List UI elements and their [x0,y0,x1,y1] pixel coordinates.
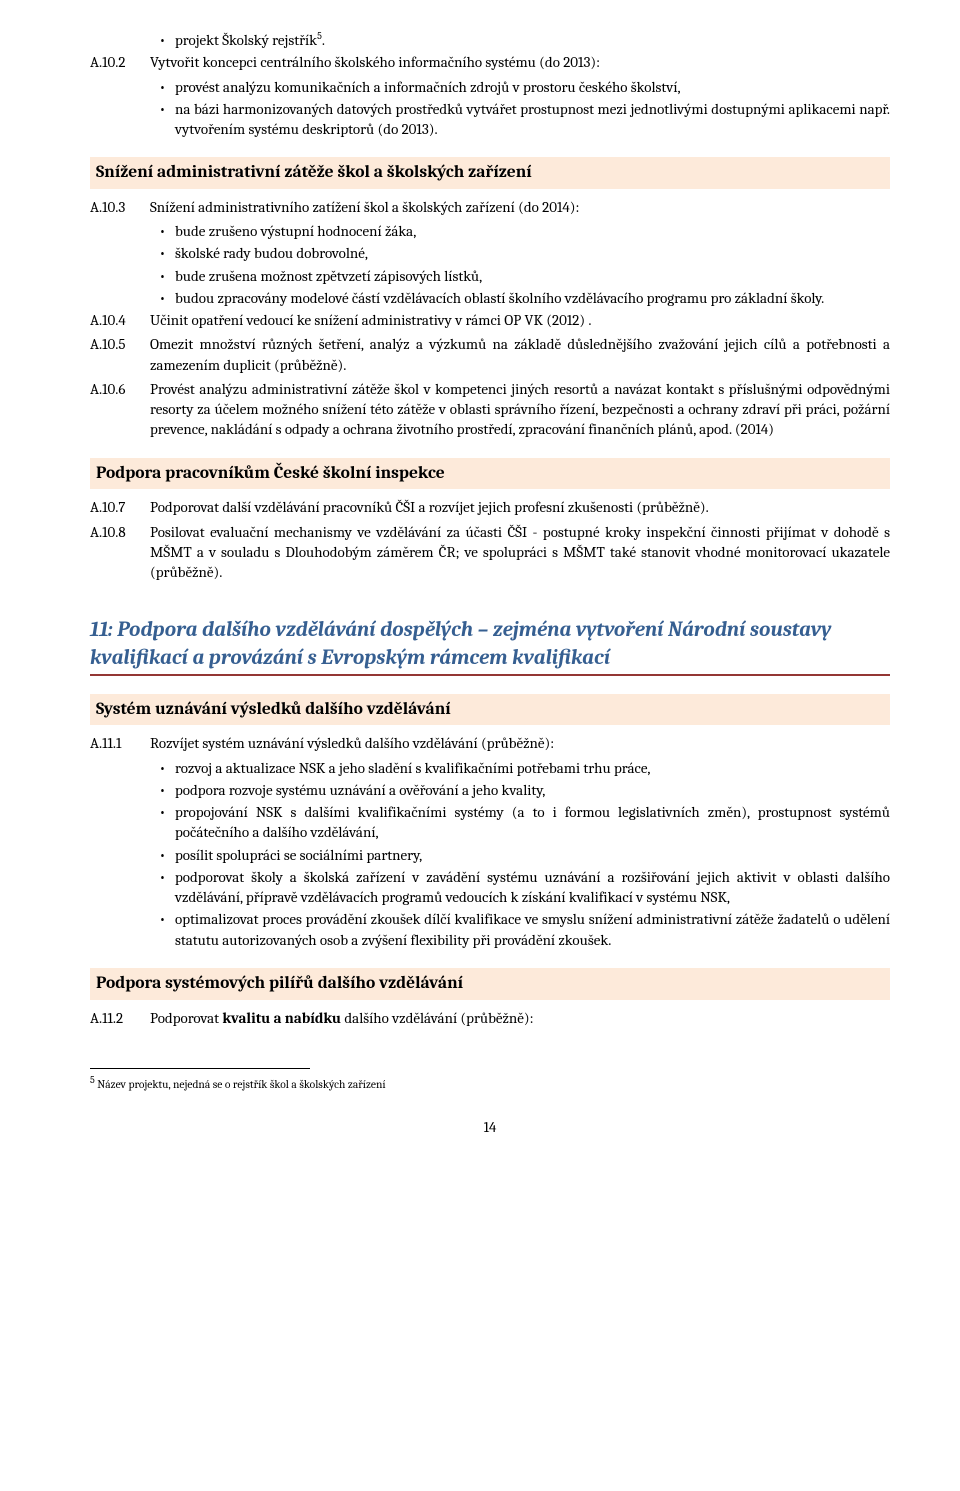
bullet-dot: • [150,758,175,778]
text-span: projekt Školský rejstřík [175,31,317,49]
bullet-dot: • [150,30,175,50]
bullet-item: •provést analýzu komunikačních a informa… [150,77,890,97]
bullet-item: •bude zrušeno výstupní hodnocení žáka, [150,221,890,241]
numbered-item: A.10.7 Podporovat další vzdělávání praco… [90,497,890,517]
item-body: Podporovat kvalitu a nabídku dalšího vzd… [150,1008,890,1028]
bullet-text: na bázi harmonizovaných datových prostře… [175,99,890,140]
numbered-item: A.11.2 Podporovat kvalitu a nabídku dalš… [90,1008,890,1028]
numbered-item: A.10.8 Posilovat evaluační mechanismy ve… [90,522,890,583]
item-number: A.10.2 [90,52,150,72]
bullet-item: •podporovat školy a školská zařízení v z… [150,867,890,908]
text-bold: kvalitu a nabídku [222,1009,341,1027]
bullet-text: školské rady budou dobrovolné, [175,243,890,263]
item-body: Provést analýzu administrativní zátěže š… [150,379,890,440]
numbered-item: A.11.1 Rozvíjet systém uznávání výsledků… [90,733,890,753]
bullet-item: •na bázi harmonizovaných datových prostř… [150,99,890,140]
item-number: A.10.7 [90,497,150,517]
item-number: A.10.5 [90,334,150,375]
bullet-item: •optimalizovat proces provádění zkoušek … [150,909,890,950]
footnote: 5 Název projektu, nejedná se o rejstřík … [90,1074,890,1092]
bullet-dot: • [150,780,175,800]
lead-text: Snížení administrativního zatížení škol … [150,197,890,217]
numbered-item: A.10.4 Učinit opatření vedoucí ke snížen… [90,310,890,330]
numbered-item: A.10.6 Provést analýzu administrativní z… [90,379,890,440]
bullet-dot: • [150,266,175,286]
item-body: Učinit opatření vedoucí ke snížení admin… [150,310,890,330]
bullet-text: bude zrušeno výstupní hodnocení žáka, [175,221,890,241]
text-span: dalšího vzdělávání (průběžně): [341,1009,534,1027]
bullet-text: projekt Školský rejstřík5. [175,30,890,50]
section-heading: Podpora systémových pilířů dalšího vzděl… [90,968,890,1000]
numbered-item: A.10.5 Omezit množství různých šetření, … [90,334,890,375]
footnote-separator [90,1068,310,1069]
item-body: Vytvořit koncepci centrálního školského … [150,52,890,72]
numbered-item: A.10.2 Vytvořit koncepci centrálního ško… [90,52,890,72]
bullet-text: budou zpracovány modelové částí vzděláva… [175,288,890,308]
bullet-dot: • [150,77,175,97]
item-body: Podporovat další vzdělávání pracovníků Č… [150,497,890,517]
bullet-item: •bude zrušena možnost zpětvzetí zápisový… [150,266,890,286]
bullet-item: •posílit spolupráci se sociálními partne… [150,845,890,865]
item-number: A.10.8 [90,522,150,583]
bullet-item: • projekt Školský rejstřík5. [150,30,890,50]
bullet-text: provést analýzu komunikačních a informač… [175,77,890,97]
item-body: Snížení administrativního zatížení škol … [150,197,890,217]
bullet-text: podporovat školy a školská zařízení v za… [175,867,890,908]
bullet-text: optimalizovat proces provádění zkoušek d… [175,909,890,950]
chapter-heading: 11: Podpora dalšího vzdělávání dospělých… [90,617,890,676]
section-heading: Podpora pracovníkům České školní inspekc… [90,458,890,490]
bullet-text: propojování NSK s dalšími kvalifikačními… [175,802,890,843]
bullet-dot: • [150,288,175,308]
bullet-dot: • [150,243,175,263]
item-number: A.10.3 [90,197,150,217]
text-span: Podporovat [150,1009,222,1027]
bullet-dot: • [150,99,175,140]
bullet-dot: • [150,845,175,865]
item-number: A.10.4 [90,310,150,330]
section-heading: Snížení administrativní zátěže škol a šk… [90,157,890,189]
bullet-dot: • [150,909,175,950]
bullet-item: •rozvoj a aktualizace NSK a jeho sladění… [150,758,890,778]
item-number: A.11.1 [90,733,150,753]
bullet-item: •podpora rozvoje systému uznávání a ověř… [150,780,890,800]
bullet-item: •budou zpracovány modelové částí vzděláv… [150,288,890,308]
text-span: . [322,31,325,49]
item-body: Rozvíjet systém uznávání výsledků dalšíh… [150,733,890,753]
numbered-item: A.10.3 Snížení administrativního zatížen… [90,197,890,217]
lead-text: Vytvořit koncepci centrálního školského … [150,52,890,72]
bullet-dot: • [150,867,175,908]
page-number: 14 [90,1117,890,1137]
bullet-text: posílit spolupráci se sociálními partner… [175,845,890,865]
bullet-item: •školské rady budou dobrovolné, [150,243,890,263]
lead-text: Rozvíjet systém uznávání výsledků dalšíh… [150,733,890,753]
section-heading: Systém uznávání výsledků dalšího vzděláv… [90,694,890,726]
bullet-item: •propojování NSK s dalšími kvalifikačním… [150,802,890,843]
item-number: A.10.6 [90,379,150,440]
footnote-text: Název projektu, nejedná se o rejstřík šk… [95,1078,386,1091]
bullet-dot: • [150,221,175,241]
item-number: A.11.2 [90,1008,150,1028]
item-body: Posilovat evaluační mechanismy ve vzdělá… [150,522,890,583]
item-body: Omezit množství různých šetření, analýz … [150,334,890,375]
bullet-text: podpora rozvoje systému uznávání a ověřo… [175,780,890,800]
bullet-text: bude zrušena možnost zpětvzetí zápisovýc… [175,266,890,286]
bullet-text: rozvoj a aktualizace NSK a jeho sladění … [175,758,890,778]
bullet-dot: • [150,802,175,843]
